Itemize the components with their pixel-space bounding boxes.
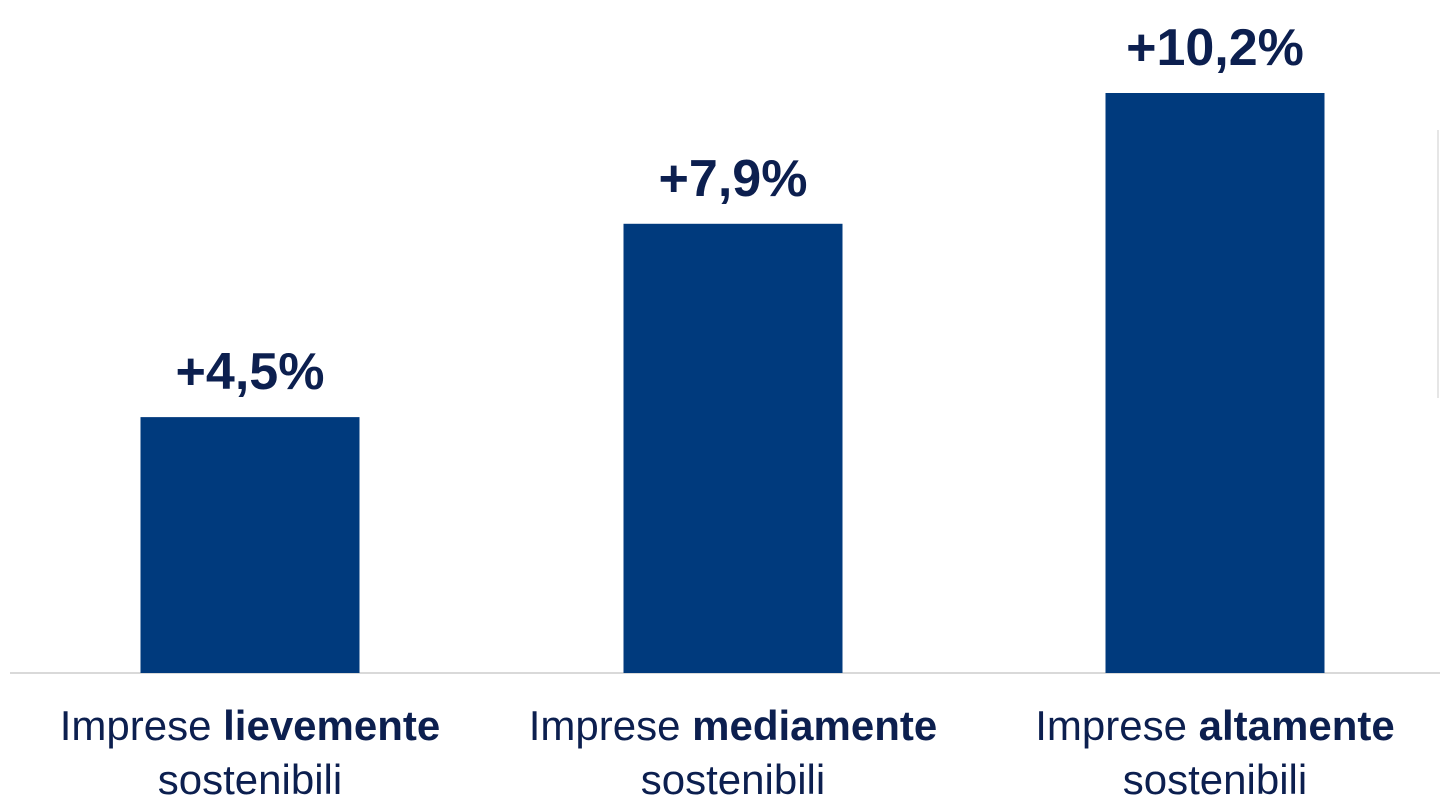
category-suffix: sostenibili [157, 756, 343, 803]
divider-line [1437, 130, 1439, 398]
category-emphasis: lievemente [223, 702, 441, 749]
category-prefix: Imprese [59, 702, 212, 749]
category-label-lievemente: Imprese lievemente sostenibili [10, 699, 490, 807]
category-label-line1: Imprese lievemente [10, 699, 490, 753]
category-suffix: sostenibili [1122, 756, 1308, 803]
bars-group [140, 93, 1325, 674]
bar-mediamente [623, 223, 843, 674]
category-suffix: sostenibili [640, 756, 826, 803]
data-label-altamente: +10,2% [1126, 19, 1304, 77]
category-label-line1: Imprese mediamente [493, 699, 973, 753]
category-prefix: Imprese [528, 702, 681, 749]
data-label-lievemente: +4,5% [176, 343, 325, 401]
category-label-mediamente: Imprese mediamente sostenibili [493, 699, 973, 807]
category-label-line1: Imprese altamente [975, 699, 1440, 753]
data-labels-group: +4,5% +7,9% +10,2% [176, 19, 1304, 401]
bar-lievemente [140, 417, 360, 673]
category-emphasis: altamente [1198, 702, 1395, 749]
category-prefix: Imprese [1035, 702, 1187, 749]
bar-altamente [1105, 93, 1325, 673]
category-emphasis: mediamente [692, 702, 938, 749]
data-label-mediamente: +7,9% [659, 150, 808, 208]
category-label-altamente: Imprese altamente sostenibili [975, 699, 1440, 807]
